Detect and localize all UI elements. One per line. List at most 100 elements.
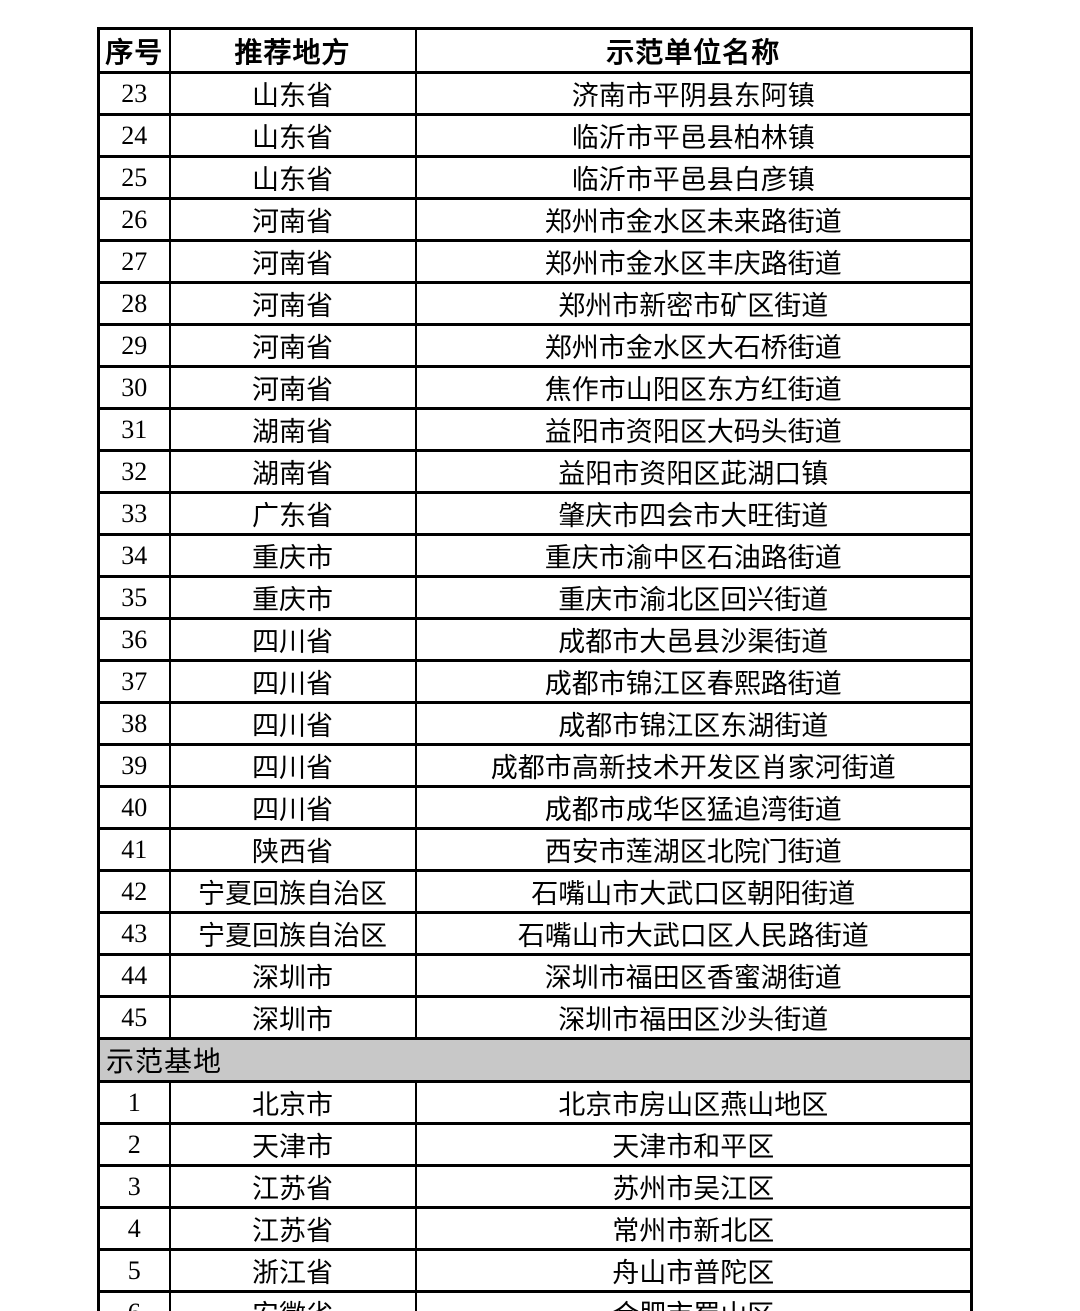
table-row: 1 北京市 北京市房山区燕山地区 bbox=[97, 1080, 973, 1125]
col-header-place: 推荐地方 bbox=[168, 27, 417, 74]
table-row: 30 河南省 焦作市山阳区东方红街道 bbox=[97, 365, 973, 410]
cell-no: 30 bbox=[97, 365, 171, 410]
cell-unit: 临沂市平邑县白彦镇 bbox=[414, 155, 973, 200]
cell-no: 44 bbox=[97, 953, 171, 998]
cell-no: 29 bbox=[97, 323, 171, 368]
table-row: 25 山东省 临沂市平邑县白彦镇 bbox=[97, 155, 973, 200]
cell-no: 34 bbox=[97, 533, 171, 578]
cell-unit: 合肥市蜀山区 bbox=[414, 1290, 973, 1311]
cell-unit: 深圳市福田区沙头街道 bbox=[414, 995, 973, 1040]
cell-unit: 肇庆市四会市大旺街道 bbox=[414, 491, 973, 536]
cell-no: 27 bbox=[97, 239, 171, 284]
cell-unit: 临沂市平邑县柏林镇 bbox=[414, 113, 973, 158]
cell-unit: 益阳市资阳区大码头街道 bbox=[414, 407, 973, 452]
cell-unit: 深圳市福田区香蜜湖街道 bbox=[414, 953, 973, 998]
cell-place: 深圳市 bbox=[168, 995, 417, 1040]
table-row: 34 重庆市 重庆市渝中区石油路街道 bbox=[97, 533, 973, 578]
cell-no: 26 bbox=[97, 197, 171, 242]
cell-unit: 常州市新北区 bbox=[414, 1206, 973, 1251]
cell-no: 40 bbox=[97, 785, 171, 830]
cell-place: 重庆市 bbox=[168, 575, 417, 620]
table-row: 45 深圳市 深圳市福田区沙头街道 bbox=[97, 995, 973, 1040]
table-header-row: 序号 推荐地方 示范单位名称 bbox=[97, 27, 973, 74]
table-row: 5 浙江省 舟山市普陀区 bbox=[97, 1248, 973, 1293]
table-header: 序号 推荐地方 示范单位名称 bbox=[97, 27, 973, 74]
cell-no: 32 bbox=[97, 449, 171, 494]
cell-unit: 成都市锦江区东湖街道 bbox=[414, 701, 973, 746]
cell-no: 5 bbox=[97, 1248, 171, 1293]
cell-unit: 成都市锦江区春熙路街道 bbox=[414, 659, 973, 704]
cell-no: 4 bbox=[97, 1206, 171, 1251]
table-body: 23 山东省 济南市平阴县东阿镇 24 山东省 临沂市平邑县柏林镇 25 山东省 临沂市平邑县白… bbox=[97, 71, 973, 1311]
cell-unit: 郑州市金水区丰庆路街道 bbox=[414, 239, 973, 284]
cell-unit: 舟山市普陀区 bbox=[414, 1248, 973, 1293]
cell-place: 浙江省 bbox=[168, 1248, 417, 1293]
cell-place: 湖南省 bbox=[168, 407, 417, 452]
table-row: 29 河南省 郑州市金水区大石桥街道 bbox=[97, 323, 973, 368]
cell-place: 湖南省 bbox=[168, 449, 417, 494]
cell-unit: 郑州市金水区大石桥街道 bbox=[414, 323, 973, 368]
table-row: 38 四川省 成都市锦江区东湖街道 bbox=[97, 701, 973, 746]
cell-place: 江苏省 bbox=[168, 1206, 417, 1251]
cell-place: 安徽省 bbox=[168, 1290, 417, 1311]
cell-unit: 重庆市渝北区回兴街道 bbox=[414, 575, 973, 620]
cell-place: 河南省 bbox=[168, 365, 417, 410]
table-row: 27 河南省 郑州市金水区丰庆路街道 bbox=[97, 239, 973, 284]
cell-place: 河南省 bbox=[168, 197, 417, 242]
cell-no: 35 bbox=[97, 575, 171, 620]
cell-unit: 成都市大邑县沙渠街道 bbox=[414, 617, 973, 662]
table-row: 36 四川省 成都市大邑县沙渠街道 bbox=[97, 617, 973, 662]
cell-place: 陕西省 bbox=[168, 827, 417, 872]
table-row: 26 河南省 郑州市金水区未来路街道 bbox=[97, 197, 973, 242]
cell-place: 山东省 bbox=[168, 71, 417, 116]
cell-unit: 重庆市渝中区石油路街道 bbox=[414, 533, 973, 578]
cell-place: 四川省 bbox=[168, 785, 417, 830]
table-row: 37 四川省 成都市锦江区春熙路街道 bbox=[97, 659, 973, 704]
cell-unit: 苏州市吴江区 bbox=[414, 1164, 973, 1209]
table-row: 23 山东省 济南市平阴县东阿镇 bbox=[97, 71, 973, 116]
cell-unit: 天津市和平区 bbox=[414, 1122, 973, 1167]
table-row: 24 山东省 临沂市平邑县柏林镇 bbox=[97, 113, 973, 158]
cell-no: 23 bbox=[97, 71, 171, 116]
cell-place: 山东省 bbox=[168, 113, 417, 158]
col-header-no: 序号 bbox=[97, 27, 171, 74]
table-row: 40 四川省 成都市成华区猛追湾街道 bbox=[97, 785, 973, 830]
cell-unit: 石嘴山市大武口区人民路街道 bbox=[414, 911, 973, 956]
cell-no: 38 bbox=[97, 701, 171, 746]
cell-place: 河南省 bbox=[168, 239, 417, 284]
cell-place: 江苏省 bbox=[168, 1164, 417, 1209]
cell-place: 四川省 bbox=[168, 743, 417, 788]
section-band-label: 示范基地 bbox=[97, 1037, 973, 1083]
cell-no: 28 bbox=[97, 281, 171, 326]
cell-no: 25 bbox=[97, 155, 171, 200]
cell-no: 1 bbox=[97, 1080, 171, 1125]
table-row: 43 宁夏回族自治区 石嘴山市大武口区人民路街道 bbox=[97, 911, 973, 956]
cell-no: 24 bbox=[97, 113, 171, 158]
cell-no: 6 bbox=[97, 1290, 171, 1311]
table-row: 33 广东省 肇庆市四会市大旺街道 bbox=[97, 491, 973, 536]
cell-place: 北京市 bbox=[168, 1080, 417, 1125]
col-header-unit-name: 示范单位名称 bbox=[414, 27, 973, 74]
table-row: 41 陕西省 西安市莲湖区北院门街道 bbox=[97, 827, 973, 872]
table-row: 35 重庆市 重庆市渝北区回兴街道 bbox=[97, 575, 973, 620]
cell-place: 天津市 bbox=[168, 1122, 417, 1167]
cell-place: 深圳市 bbox=[168, 953, 417, 998]
cell-place: 河南省 bbox=[168, 281, 417, 326]
cell-no: 31 bbox=[97, 407, 171, 452]
table-row: 6安徽省合肥市蜀山区 bbox=[97, 1290, 973, 1311]
table-row: 42 宁夏回族自治区 石嘴山市大武口区朝阳街道 bbox=[97, 869, 973, 914]
cell-no: 45 bbox=[97, 995, 171, 1040]
cell-place: 四川省 bbox=[168, 701, 417, 746]
cell-unit: 成都市成华区猛追湾街道 bbox=[414, 785, 973, 830]
section-band: 示范基地 bbox=[97, 1037, 973, 1083]
table-row: 31 湖南省 益阳市资阳区大码头街道 bbox=[97, 407, 973, 452]
cell-place: 重庆市 bbox=[168, 533, 417, 578]
table-row: 44 深圳市 深圳市福田区香蜜湖街道 bbox=[97, 953, 973, 998]
cell-no: 42 bbox=[97, 869, 171, 914]
table-row: 2 天津市 天津市和平区 bbox=[97, 1122, 973, 1167]
cell-no: 37 bbox=[97, 659, 171, 704]
cell-no: 39 bbox=[97, 743, 171, 788]
demo-units-table: 序号 推荐地方 示范单位名称 23 山东省 济南市平阴县东阿镇 24 山东省 临沂市平邑县… bbox=[97, 27, 973, 1311]
cell-place: 宁夏回族自治区 bbox=[168, 869, 417, 914]
